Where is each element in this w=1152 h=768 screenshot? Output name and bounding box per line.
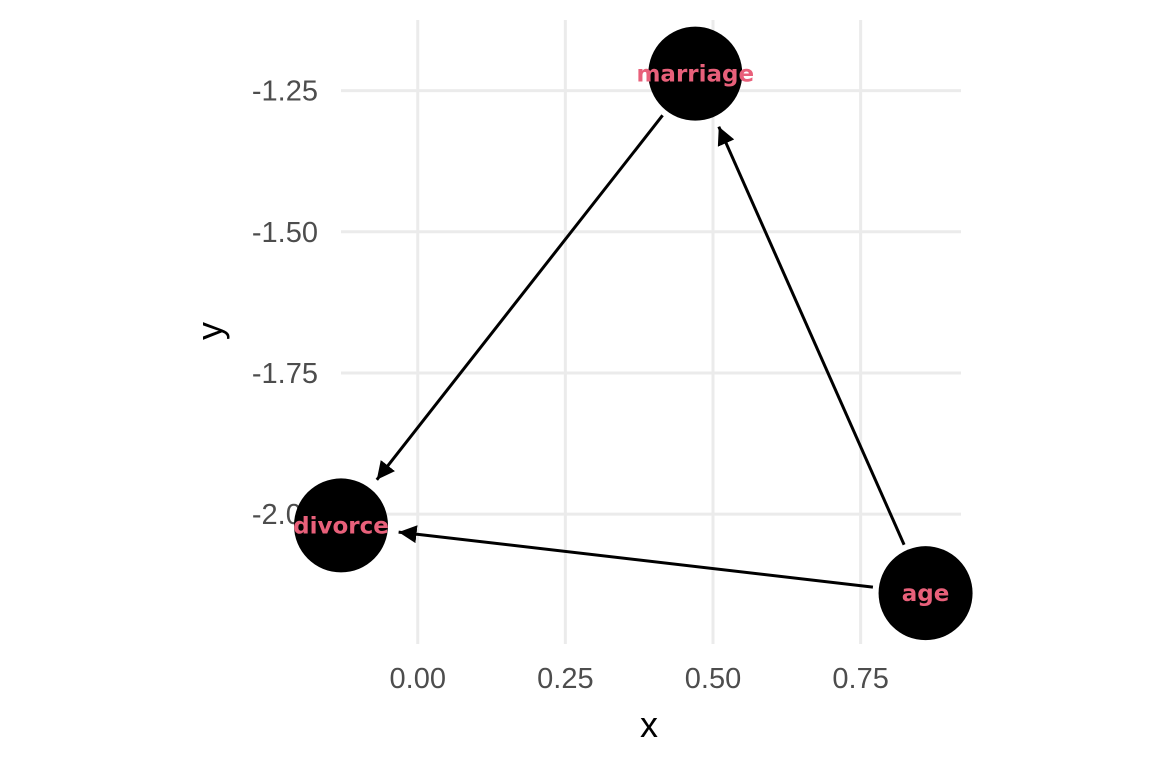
y-axis-title: y: [189, 322, 230, 340]
x-tick-label: 0.75: [832, 663, 888, 695]
y-tick-label: -1.25: [252, 76, 318, 108]
x-tick-label: 0.25: [537, 663, 593, 695]
y-tick-label: -1.50: [252, 217, 318, 249]
grid-lines: [341, 20, 961, 644]
edge-marriage-to-divorce: [375, 114, 664, 481]
node-label-age: age: [902, 581, 950, 607]
y-tick-label: -1.75: [252, 358, 318, 390]
node-marriage: [648, 26, 743, 121]
tick-labels: 0.00 0.25 0.50 0.75-1.25-1.50-1.75-2.00: [252, 76, 889, 695]
node-label-divorce: divorce: [293, 513, 389, 539]
edge-age-to-divorce: [398, 525, 874, 589]
x-tick-label: 0.00: [390, 663, 446, 695]
edges: [375, 114, 906, 589]
node-divorce: [294, 478, 388, 573]
x-axis-title: x: [640, 704, 658, 745]
nodes: marriage divorce age: [293, 26, 973, 641]
node-label-marriage: marriage: [636, 62, 754, 88]
edge-age-to-marriage: [717, 126, 906, 546]
node-age: [878, 546, 973, 641]
x-tick-label: 0.50: [685, 663, 741, 695]
